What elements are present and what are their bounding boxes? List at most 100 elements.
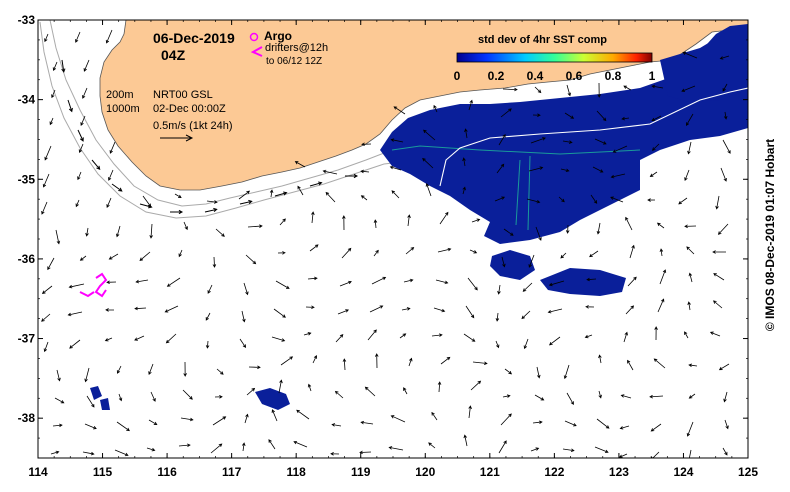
current-arrow-icon [686, 113, 694, 126]
current-arrow-icon [55, 229, 61, 245]
current-arrow-icon [342, 358, 347, 371]
current-arrow-icon [649, 394, 664, 399]
depth-1000-label: 1000m [106, 103, 140, 115]
coastal-current-arrow-icon [67, 99, 73, 113]
scale-arrow-icon [160, 134, 194, 142]
current-arrow-icon [562, 140, 573, 144]
colorbar-tick-label: 0.2 [488, 69, 505, 83]
x-tick-label: 123 [609, 465, 629, 479]
drifter-period-label: to 06/12 12Z [266, 56, 323, 67]
y-tick-label: -33 [18, 13, 36, 27]
current-arrow-icon [651, 143, 660, 151]
current-arrow-icon [590, 194, 598, 204]
current-arrow-icon [244, 413, 249, 424]
x-tick-label: 115 [93, 465, 113, 479]
x-tick-label: 116 [157, 465, 177, 479]
current-arrow-icon [532, 113, 541, 117]
current-arrow-icon [439, 211, 449, 225]
current-arrow-icon [305, 305, 315, 310]
current-arrow-icon [498, 440, 507, 454]
current-arrow-icon [164, 305, 179, 313]
current-arrow-icon [180, 417, 194, 422]
current-arrow-icon [649, 171, 658, 177]
current-arrow-icon [428, 442, 436, 449]
x-tick-label: 119 [351, 465, 371, 479]
current-arrow-icon [54, 397, 65, 404]
current-arrow-icon [650, 423, 662, 432]
current-arrow-icon [307, 383, 312, 392]
current-arrow-icon [709, 331, 721, 337]
current-arrow-icon [504, 368, 513, 375]
current-arrow-icon [248, 365, 261, 370]
coastal-current-arrow-icon [139, 203, 153, 209]
current-arrow-icon [212, 256, 217, 268]
current-arrow-icon [502, 87, 518, 92]
current-arrow-icon [388, 446, 404, 451]
map-date: 06-Dec-2019 [153, 30, 235, 46]
current-arrow-icon [205, 312, 211, 321]
credit-text: © IMOS 08-Dec-2019 01:07 Hobart [763, 138, 777, 332]
current-arrow-icon [722, 83, 728, 92]
current-arrow-icon [463, 434, 468, 447]
current-arrow-icon [271, 409, 278, 422]
current-arrow-icon [150, 391, 156, 402]
scale-label: 0.5m/s (1kt 24h) [153, 120, 233, 132]
current-arrow-icon [566, 84, 572, 97]
current-arrow-icon [43, 341, 49, 353]
current-arrow-icon [594, 446, 609, 454]
current-arrow-icon [268, 439, 276, 450]
current-arrow-icon [407, 214, 411, 227]
argo-icon [249, 32, 259, 42]
x-tick-label: 117 [222, 465, 242, 479]
current-arrow-icon [471, 218, 481, 223]
current-arrow-icon [713, 273, 725, 281]
current-arrow-icon [687, 301, 691, 311]
current-arrow-icon [688, 272, 693, 283]
current-arrow-icon [390, 138, 404, 143]
current-arrow-icon [431, 411, 438, 421]
current-arrow-icon [497, 284, 501, 295]
current-arrow-icon [238, 190, 251, 200]
current-arrow-icon [116, 421, 130, 432]
colorbar-ticks: 0 0.2 0.4 0.6 0.8 1 [454, 69, 656, 83]
current-arrow-icon [688, 393, 696, 399]
current-arrow-icon [647, 198, 656, 202]
current-arrow-icon [79, 255, 87, 261]
current-arrow-icon [547, 308, 563, 314]
current-arrow-icon [52, 423, 63, 428]
current-arrow-icon [335, 334, 344, 343]
current-arrow-icon [592, 166, 604, 173]
current-arrow-icon [360, 169, 370, 174]
current-arrow-icon [564, 420, 577, 427]
current-arrow-icon [311, 211, 315, 224]
x-tick-label: 114 [28, 465, 48, 479]
current-arrow-icon [51, 89, 56, 99]
current-arrow-icon [108, 253, 119, 260]
current-arrow-icon [496, 163, 505, 174]
current-arrow-icon [722, 447, 728, 456]
current-arrow-icon [296, 409, 310, 420]
y-tick-label: -34 [18, 93, 36, 107]
land-mass [38, 20, 748, 191]
current-arrow-icon [42, 173, 50, 188]
current-arrow-icon [393, 106, 406, 115]
colorbar-tick-label: 0.6 [566, 69, 583, 83]
current-arrow-icon [712, 300, 723, 309]
current-arrow-icon [41, 285, 53, 294]
current-arrow-icon [468, 99, 473, 111]
current-arrow-icon [523, 338, 529, 350]
current-arrow-icon [367, 329, 377, 341]
current-arrow-icon [114, 449, 129, 457]
current-arrow-icon [342, 215, 346, 231]
current-arrow-icon [684, 169, 690, 182]
current-arrow-icon [659, 248, 664, 257]
current-arrow-icon [521, 310, 531, 320]
map-time: 04Z [161, 47, 186, 63]
current-arrow-icon [500, 413, 512, 426]
current-arrow-icon [467, 277, 478, 291]
current-arrow-icon [465, 305, 475, 319]
current-arrow-icon [44, 145, 52, 161]
current-arrow-icon [435, 279, 449, 285]
x-tick-label: 124 [673, 465, 693, 479]
